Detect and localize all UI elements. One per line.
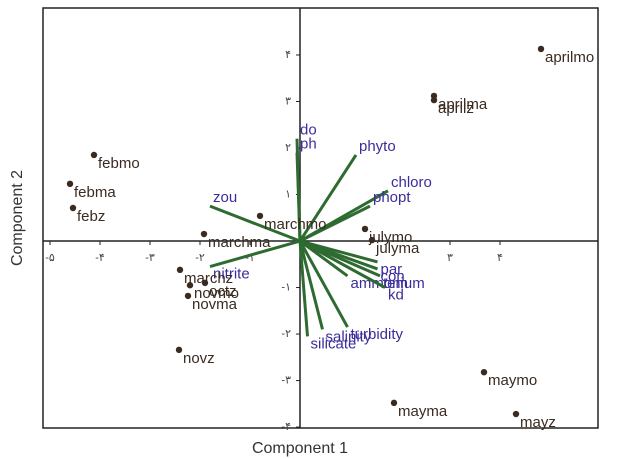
- x-tick-label: -۵: [45, 252, 55, 264]
- point-label: novma: [192, 296, 238, 313]
- point-label: maymo: [488, 372, 537, 389]
- score-point: [368, 236, 376, 244]
- loading-vector: [298, 240, 349, 328]
- y-tick-label: ۱: [285, 188, 291, 200]
- score-point: [390, 399, 398, 407]
- vector-label: turbidity: [351, 326, 404, 343]
- y-tick-label: -۱: [281, 281, 291, 293]
- point-label: aprilmo: [545, 49, 594, 66]
- loading-vector: [298, 240, 324, 330]
- y-tick-label: -۴: [281, 421, 291, 433]
- loading-vector: [299, 239, 386, 289]
- point-label: novmo: [194, 285, 239, 302]
- vector-label: ph: [300, 136, 317, 153]
- y-tick-label: ۴: [285, 49, 291, 61]
- vector-label: phopt: [373, 189, 411, 206]
- x-tick-label: -۲: [195, 252, 205, 264]
- x-tick-label: -۱: [245, 252, 255, 264]
- point-label: marchma: [208, 234, 271, 251]
- vector-label: silicate: [311, 335, 357, 352]
- point-label: octz: [209, 283, 237, 300]
- point-label: mayma: [398, 403, 448, 420]
- point-label: marchmo: [264, 216, 327, 233]
- vector-label: chloro: [391, 174, 432, 191]
- score-point: [256, 212, 264, 220]
- x-tick-label: -۴: [95, 252, 105, 264]
- vector-label: phyto: [359, 138, 396, 155]
- loading-vector: [209, 239, 301, 269]
- loading-vector: [299, 204, 371, 243]
- plot-frame: [42, 7, 599, 429]
- point-label: julymo: [368, 229, 412, 246]
- point-label: aprilma: [438, 96, 488, 113]
- score-point: [430, 96, 438, 104]
- point-label: aprilz: [438, 100, 474, 117]
- score-point: [66, 180, 74, 188]
- loading-vector: [209, 204, 301, 243]
- vector-label: par: [381, 261, 403, 278]
- y-axis-label: Component 2: [9, 170, 26, 266]
- score-point: [512, 410, 520, 418]
- point-label: febma: [74, 184, 116, 201]
- score-point: [186, 282, 194, 289]
- y-tick-label: ۲: [285, 142, 291, 154]
- point-label: novz: [183, 350, 215, 367]
- x-tick-label: ۴: [497, 252, 503, 264]
- point-label: marchz: [184, 270, 233, 287]
- loading-vector: [298, 240, 309, 337]
- loading-vector: [298, 154, 358, 242]
- point-label: julyma: [375, 240, 420, 257]
- score-point: [184, 292, 192, 300]
- vector-label: kd: [388, 287, 404, 304]
- x-tick-label: -۳: [145, 252, 155, 264]
- x-tick-label: ۳: [447, 252, 453, 264]
- score-point: [176, 266, 184, 274]
- vector-label: tem: [383, 275, 408, 292]
- vector-label: nitrite: [213, 266, 250, 283]
- x-axis-label: Component 1: [252, 440, 348, 457]
- score-point: [201, 279, 209, 287]
- y-tick-label: ۳: [285, 95, 291, 107]
- vector-label: con: [381, 268, 405, 285]
- score-point: [480, 368, 488, 376]
- score-point: [175, 346, 183, 354]
- score-point: [361, 225, 369, 233]
- vector-label: salinity: [326, 328, 372, 345]
- point-label: mayz: [520, 414, 556, 431]
- loading-vector: [295, 152, 302, 242]
- score-point: [537, 45, 545, 53]
- vector-label: zou: [213, 189, 237, 206]
- score-point: [69, 204, 77, 212]
- y-tick-label: -۳: [281, 374, 291, 386]
- score-point: [90, 151, 98, 159]
- point-label: febmo: [98, 155, 140, 172]
- y-tick-label: -۲: [281, 328, 291, 340]
- vector-label: do: [300, 122, 317, 139]
- score-point: [200, 230, 208, 238]
- point-label: febz: [77, 208, 105, 225]
